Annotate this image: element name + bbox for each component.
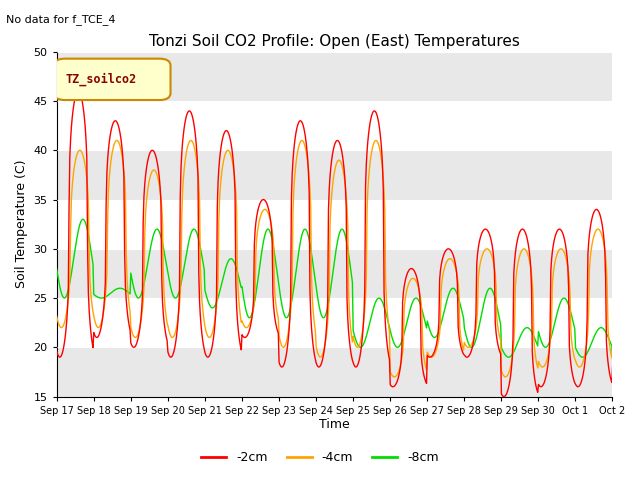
X-axis label: Time: Time (319, 419, 349, 432)
FancyBboxPatch shape (54, 59, 170, 100)
Legend: -2cm, -4cm, -8cm: -2cm, -4cm, -8cm (196, 446, 444, 469)
Bar (57, 348, 612, 396)
Y-axis label: Soil Temperature (C): Soil Temperature (C) (15, 160, 28, 288)
Bar (57, 52, 612, 101)
Text: TZ_soilco2: TZ_soilco2 (65, 72, 136, 86)
Bar (57, 249, 612, 298)
Bar (57, 150, 612, 200)
Title: Tonzi Soil CO2 Profile: Open (East) Temperatures: Tonzi Soil CO2 Profile: Open (East) Temp… (149, 34, 520, 49)
Text: No data for f_TCE_4: No data for f_TCE_4 (6, 14, 116, 25)
